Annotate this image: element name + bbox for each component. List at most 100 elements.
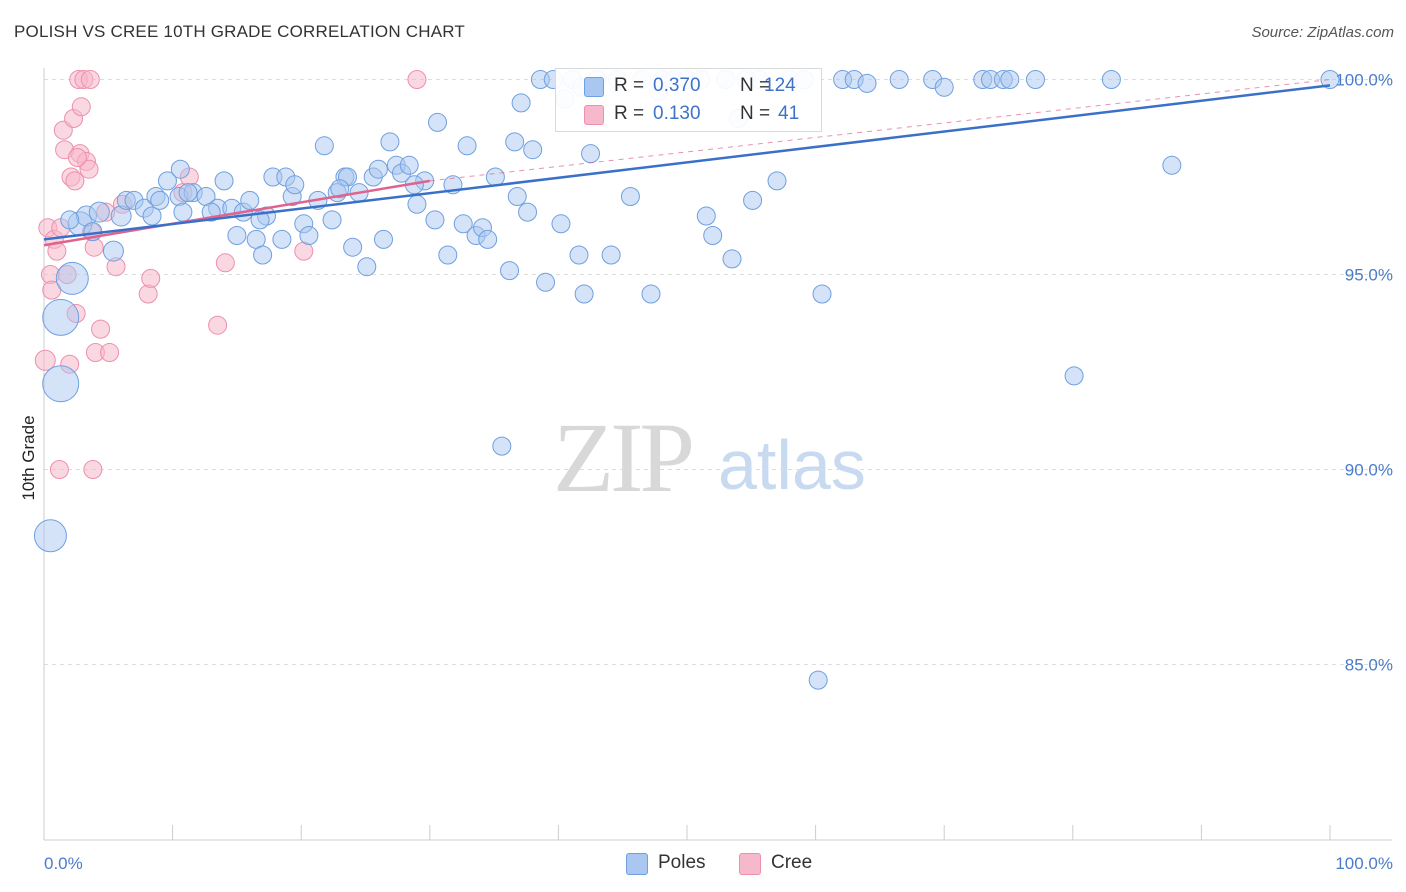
poles-point: [173, 202, 193, 222]
poles-point: [703, 226, 723, 245]
y-tick-label: 90.0%: [1345, 461, 1393, 480]
poles-point: [581, 144, 601, 164]
poles-point: [33, 519, 67, 553]
poles-point: [438, 245, 458, 265]
poles-point: [696, 206, 716, 226]
poles-point: [227, 226, 247, 245]
poles-point: [722, 249, 742, 269]
cree-point: [49, 460, 69, 479]
poles-point: [507, 187, 527, 206]
poles-point: [380, 132, 400, 152]
legend-r-label: R =: [614, 75, 645, 96]
poles-point: [425, 210, 445, 230]
poles-point: [299, 226, 319, 245]
y-axis-title: 10th Grade: [19, 415, 38, 500]
poles-point: [272, 229, 292, 249]
axes: [43, 68, 1392, 841]
cree-point: [141, 268, 161, 288]
poles-point: [492, 436, 512, 456]
poles-point: [569, 245, 589, 265]
legend-swatch-poles: [584, 77, 604, 97]
poles-point: [407, 194, 427, 214]
poles-point: [500, 261, 520, 281]
poles-point: [357, 257, 377, 277]
poles-point: [505, 132, 525, 152]
cree-point: [407, 70, 427, 89]
poles-point: [60, 210, 80, 230]
poles-point: [1320, 70, 1340, 89]
poles-point: [428, 112, 448, 132]
poles-point: [934, 77, 954, 97]
poles-point: [889, 70, 909, 89]
poles-point: [857, 73, 877, 93]
poles-trendline: [43, 84, 1331, 241]
poles-point: [551, 214, 571, 234]
poles-point: [368, 159, 388, 179]
poles-point: [1026, 70, 1046, 89]
poles-point: [457, 136, 477, 156]
cree-label: Cree: [771, 852, 813, 873]
poles-point: [374, 229, 394, 249]
poles-point: [55, 261, 89, 295]
y-tick-label: 95.0%: [1345, 266, 1393, 285]
poles-point: [150, 190, 170, 210]
poles-point: [511, 93, 531, 113]
cree-point: [34, 349, 56, 371]
poles-point: [601, 245, 621, 265]
legend-n-value: 124: [764, 75, 796, 96]
cree-point: [65, 171, 85, 191]
cree-point: [79, 159, 99, 179]
cree-point: [100, 343, 120, 362]
poles-swatch: [626, 853, 648, 875]
poles-point: [767, 171, 787, 191]
x-tick-label: 100.0%: [1335, 854, 1393, 873]
poles-point: [478, 229, 498, 249]
x-tick-label: 0.0%: [44, 854, 83, 873]
legend-n-value: 41: [778, 103, 800, 124]
poles-point: [743, 190, 763, 210]
poles-point: [142, 206, 162, 226]
poles-point: [812, 284, 832, 304]
poles-point: [1064, 366, 1084, 386]
y-tick-label: 100.0%: [1335, 71, 1393, 90]
watermark-atlas: atlas: [718, 426, 866, 504]
poles-point: [453, 214, 473, 234]
trendlines: [43, 79, 1331, 247]
legend-r-value: 0.130: [653, 103, 701, 124]
poles-point: [399, 155, 419, 175]
watermark-zip: ZIP: [553, 402, 695, 513]
poles-point: [240, 190, 260, 210]
poles-point: [285, 175, 305, 195]
poles-point: [518, 202, 538, 222]
chart-title: POLISH VS CREE 10TH GRADE CORRELATION CH…: [14, 22, 466, 41]
poles-point: [536, 272, 556, 292]
poles-point: [253, 245, 273, 265]
legend-row-poles: R = 0.370 N = 124: [556, 72, 821, 100]
cree-point: [138, 284, 158, 304]
poles-label: Poles: [658, 852, 706, 873]
poles-point: [322, 210, 342, 230]
legend-r-value: 0.370: [653, 75, 701, 96]
poles-point: [42, 298, 80, 336]
cree-point: [91, 319, 111, 339]
poles-point: [314, 136, 334, 156]
poles-point: [102, 240, 124, 262]
cree-point: [83, 460, 103, 479]
poles-point: [808, 670, 828, 690]
poles-point: [170, 159, 190, 179]
cree-point: [208, 315, 228, 335]
legend-n-label: N =: [740, 103, 771, 124]
poles-point: [641, 284, 661, 304]
poles-point: [1101, 70, 1121, 89]
poles-point: [42, 365, 80, 403]
poles-point: [620, 187, 640, 206]
cree-swatch: [739, 853, 761, 875]
y-tick-label: 85.0%: [1345, 656, 1393, 675]
stats-legend: R = 0.370 N = 124 R = 0.130 N = 41: [555, 68, 822, 132]
poles-point: [214, 171, 234, 191]
poles-point: [250, 210, 270, 230]
poles-point: [1162, 155, 1182, 175]
tick-labels: 85.0% 90.0% 95.0% 100.0% 0.0% 100.0%: [44, 71, 1393, 874]
cree-point: [215, 253, 235, 273]
